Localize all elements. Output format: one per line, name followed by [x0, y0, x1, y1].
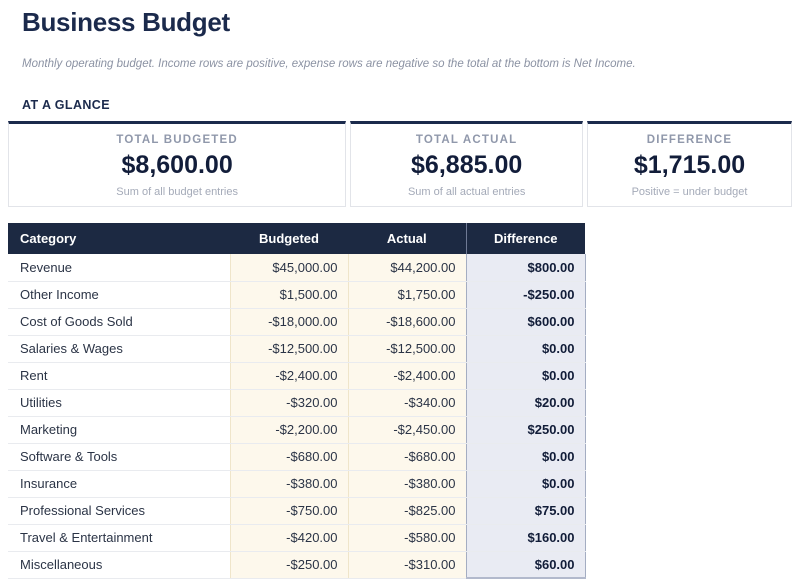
table-row: Revenue $45,000.00 $44,200.00 $800.00 — [8, 254, 586, 282]
summary-cards: TOTAL BUDGETED $8,600.00 Sum of all budg… — [8, 121, 792, 207]
cell-difference: $0.00 — [465, 362, 586, 390]
cell-difference: $160.00 — [465, 524, 586, 552]
cell-category: Salaries & Wages — [8, 335, 230, 363]
cell-difference: $75.00 — [465, 497, 586, 525]
cell-actual: $44,200.00 — [347, 254, 466, 282]
cell-category: Travel & Entertainment — [8, 524, 230, 552]
cell-difference: $250.00 — [465, 416, 586, 444]
cell-category: Utilities — [8, 389, 230, 417]
page-subtitle: Monthly operating budget. Income rows ar… — [22, 58, 636, 70]
cell-actual: -$18,600.00 — [347, 308, 466, 336]
cell-budgeted: $45,000.00 — [229, 254, 348, 282]
card-value: $8,600.00 — [121, 151, 233, 179]
card-note: Sum of all budget entries — [116, 186, 238, 198]
cell-category: Rent — [8, 362, 230, 390]
column-header-actual: Actual — [348, 223, 466, 254]
cell-actual: -$580.00 — [347, 524, 466, 552]
cell-actual: -$825.00 — [347, 497, 466, 525]
card-total-budgeted: TOTAL BUDGETED $8,600.00 Sum of all budg… — [8, 121, 347, 207]
cell-budgeted: -$750.00 — [229, 497, 348, 525]
cell-category: Insurance — [8, 470, 230, 498]
cell-budgeted: -$12,500.00 — [229, 335, 348, 363]
cell-category: Marketing — [8, 416, 230, 444]
card-label: DIFFERENCE — [646, 134, 733, 146]
table-row: Miscellaneous -$250.00 -$310.00 $60.00 — [8, 551, 586, 579]
card-note: Positive = under budget — [631, 186, 748, 198]
table-row: Rent -$2,400.00 -$2,400.00 $0.00 — [8, 362, 586, 390]
cell-budgeted: -$380.00 — [229, 470, 348, 498]
cell-difference: $600.00 — [465, 308, 586, 336]
section-heading-at-a-glance: AT A GLANCE — [22, 98, 110, 112]
column-header-difference: Difference — [465, 223, 585, 254]
card-value: $6,885.00 — [411, 151, 523, 179]
cell-actual: -$2,400.00 — [347, 362, 466, 390]
cell-category: Software & Tools — [8, 443, 230, 471]
card-difference: DIFFERENCE $1,715.00 Positive = under bu… — [587, 121, 792, 207]
table-row: Software & Tools -$680.00 -$680.00 $0.00 — [8, 443, 586, 471]
card-label: TOTAL BUDGETED — [116, 134, 238, 146]
cell-budgeted: -$420.00 — [229, 524, 348, 552]
cell-budgeted: -$2,200.00 — [229, 416, 348, 444]
cell-budgeted: -$18,000.00 — [229, 308, 348, 336]
cell-category: Professional Services — [8, 497, 230, 525]
cell-actual: $1,750.00 — [347, 281, 466, 309]
table-row: Utilities -$320.00 -$340.00 $20.00 — [8, 389, 586, 417]
cell-budgeted: -$2,400.00 — [229, 362, 348, 390]
table-row: Salaries & Wages -$12,500.00 -$12,500.00 $0… — [8, 335, 586, 363]
cell-actual: -$310.00 — [347, 551, 466, 579]
column-header-category: Category — [8, 223, 230, 254]
cell-actual: -$680.00 — [347, 443, 466, 471]
table-row: Other Income $1,500.00 $1,750.00 -$250.00 — [8, 281, 586, 309]
cell-actual: -$2,450.00 — [347, 416, 466, 444]
table-row: Professional Services -$750.00 -$825.00 $75… — [8, 497, 586, 525]
cell-actual: -$340.00 — [347, 389, 466, 417]
budget-table: Category Budgeted Actual Difference Reve… — [8, 223, 586, 579]
cell-difference: $20.00 — [465, 389, 586, 417]
cell-actual: -$12,500.00 — [347, 335, 466, 363]
budget-page: Business Budget Monthly operating budget… — [0, 7, 800, 579]
table-row: Travel & Entertainment -$420.00 -$580.00 $1… — [8, 524, 586, 552]
cell-category: Revenue — [8, 254, 230, 282]
cell-category: Miscellaneous — [8, 551, 230, 579]
card-value: $1,715.00 — [633, 151, 746, 179]
page-title: Business Budget — [22, 7, 230, 37]
table-row: Cost of Goods Sold -$18,000.00 -$18,600.00… — [8, 308, 586, 336]
cell-budgeted: $1,500.00 — [229, 281, 348, 309]
column-header-budgeted: Budgeted — [230, 223, 348, 254]
budget-table-body: Revenue $45,000.00 $44,200.00 $800.00 Other … — [8, 254, 586, 579]
cell-budgeted: -$250.00 — [229, 551, 348, 579]
cell-difference: $0.00 — [465, 335, 586, 363]
card-note: Sum of all actual entries — [407, 186, 526, 198]
cell-budgeted: -$680.00 — [229, 443, 348, 471]
table-header-row: Category Budgeted Actual Difference — [8, 223, 585, 254]
cell-difference: $60.00 — [465, 551, 586, 579]
cell-difference: -$250.00 — [465, 281, 586, 309]
cell-difference: $800.00 — [465, 254, 586, 282]
cell-category: Other Income — [8, 281, 230, 309]
table-row: Marketing -$2,200.00 -$2,450.00 $250.00 — [8, 416, 586, 444]
table-row: Insurance -$380.00 -$380.00 $0.00 — [8, 470, 586, 498]
cell-difference: $0.00 — [465, 443, 586, 471]
card-total-actual: TOTAL ACTUAL $6,885.00 Sum of all actual… — [350, 121, 584, 207]
cell-budgeted: -$320.00 — [229, 389, 348, 417]
cell-difference: $0.00 — [465, 470, 586, 498]
cell-category: Cost of Goods Sold — [8, 308, 230, 336]
card-label: TOTAL ACTUAL — [415, 134, 518, 146]
cell-actual: -$380.00 — [347, 470, 466, 498]
